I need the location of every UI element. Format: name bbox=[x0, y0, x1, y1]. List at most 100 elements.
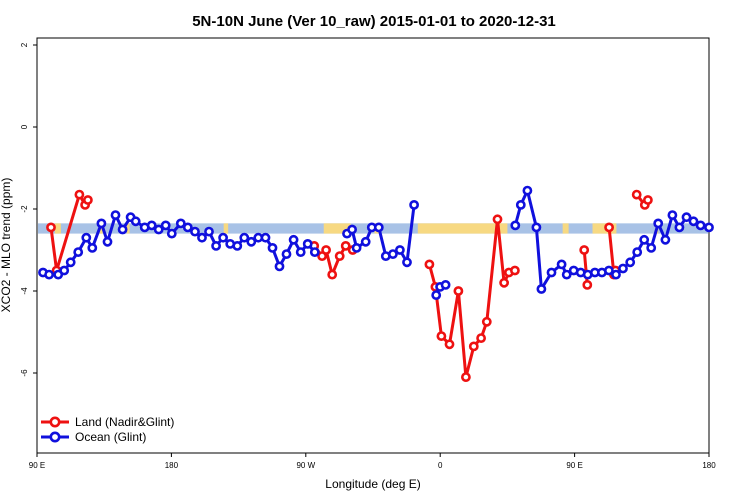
data-point bbox=[409, 199, 419, 210]
series-line bbox=[427, 217, 517, 379]
data-point bbox=[431, 290, 442, 300]
data-point bbox=[309, 247, 320, 257]
data-point bbox=[117, 224, 128, 235]
data-point bbox=[387, 249, 398, 259]
data-point bbox=[110, 210, 121, 220]
data-point bbox=[556, 259, 567, 270]
data-point bbox=[274, 261, 285, 272]
data-point bbox=[153, 224, 164, 235]
data-point bbox=[394, 245, 405, 255]
data-point bbox=[360, 236, 371, 247]
data-point bbox=[453, 286, 464, 296]
data-point bbox=[579, 245, 590, 255]
x-tick-label: 90 E bbox=[29, 461, 45, 470]
data-point bbox=[96, 218, 107, 229]
data-point bbox=[334, 251, 345, 261]
data-point bbox=[424, 259, 435, 270]
x-axis-label: Longitude (deg E) bbox=[325, 477, 420, 491]
data-point bbox=[295, 247, 306, 257]
data-point bbox=[536, 284, 547, 294]
data-point bbox=[604, 265, 614, 276]
data-point bbox=[321, 245, 331, 255]
data-point bbox=[373, 222, 384, 233]
data-point bbox=[267, 242, 278, 253]
data-point bbox=[440, 279, 451, 290]
data-point bbox=[468, 341, 479, 352]
x-tick-label: 0 bbox=[438, 461, 443, 470]
map-land-patch bbox=[323, 223, 351, 234]
data-point bbox=[204, 226, 214, 237]
y-tick-label: -4 bbox=[20, 287, 29, 295]
data-point bbox=[681, 212, 692, 223]
data-point bbox=[218, 232, 228, 243]
map-land-patch bbox=[126, 223, 130, 234]
data-point bbox=[546, 267, 557, 278]
x-tick-label: 180 bbox=[165, 461, 179, 470]
data-point bbox=[510, 220, 521, 231]
data-point bbox=[73, 247, 84, 257]
data-point bbox=[175, 218, 186, 229]
data-point bbox=[481, 316, 492, 327]
data-point bbox=[660, 234, 671, 245]
data-point bbox=[347, 224, 357, 235]
data-point bbox=[46, 222, 56, 233]
data-point bbox=[646, 242, 657, 253]
legend-land-label: Land (Nadir&Glint) bbox=[75, 415, 174, 429]
chart-title: 5N-10N June (Ver 10_raw) 2015-01-01 to 2… bbox=[192, 13, 556, 30]
map-land-patch bbox=[54, 223, 61, 234]
data-point bbox=[492, 214, 503, 225]
data-point bbox=[81, 232, 92, 243]
y-tick-label: -2 bbox=[20, 205, 29, 213]
data-point bbox=[288, 234, 299, 245]
data-point bbox=[281, 249, 292, 259]
map-land-patch bbox=[99, 223, 103, 234]
data-point bbox=[444, 339, 455, 350]
data-point bbox=[232, 240, 243, 251]
data-point bbox=[515, 199, 526, 210]
data-point bbox=[522, 185, 533, 196]
data-point bbox=[160, 220, 171, 231]
data-point bbox=[695, 220, 706, 231]
legend-land-marker bbox=[49, 416, 61, 428]
data-point bbox=[87, 242, 98, 253]
legend: Land (Nadir&Glint) Ocean (Glint) bbox=[41, 415, 174, 444]
data-point bbox=[351, 242, 362, 253]
data-point bbox=[146, 220, 157, 231]
data-point bbox=[674, 222, 685, 233]
data-point bbox=[327, 269, 338, 280]
data-point bbox=[83, 195, 93, 205]
series-line bbox=[582, 248, 589, 287]
data-point bbox=[59, 265, 70, 276]
data-point bbox=[582, 279, 593, 290]
series-ocean bbox=[38, 185, 714, 300]
plot-frame bbox=[36, 37, 710, 454]
y-tick-label: -6 bbox=[20, 369, 29, 377]
data-point bbox=[436, 331, 447, 341]
data-point bbox=[704, 222, 714, 233]
data-point bbox=[211, 240, 221, 251]
data-point bbox=[643, 195, 653, 205]
x-axis: 90 E 180 90 W 0 90 E 180 bbox=[29, 453, 716, 470]
map-land-patch bbox=[223, 223, 229, 234]
series-land bbox=[46, 189, 653, 382]
data-point bbox=[611, 269, 621, 280]
map-land-patch bbox=[417, 223, 508, 234]
data-point bbox=[74, 189, 85, 200]
x-tick-label: 90 E bbox=[566, 461, 582, 470]
legend-ocean-marker bbox=[49, 431, 61, 443]
legend-ocean-label: Ocean (Glint) bbox=[75, 430, 146, 444]
data-point bbox=[631, 189, 642, 200]
data-point bbox=[302, 238, 313, 249]
data-point bbox=[102, 236, 113, 247]
data-point bbox=[260, 232, 271, 243]
data-point bbox=[561, 269, 572, 280]
data-point bbox=[246, 236, 257, 247]
data-point bbox=[197, 232, 207, 243]
data-point bbox=[130, 216, 141, 227]
data-point bbox=[340, 240, 351, 251]
data-point bbox=[653, 218, 664, 229]
data-point bbox=[667, 210, 678, 220]
y-axis-label: XCO2 - MLO trend (ppm) bbox=[0, 178, 13, 313]
x-tick-label: 180 bbox=[702, 461, 716, 470]
map-land-patch bbox=[562, 223, 569, 234]
